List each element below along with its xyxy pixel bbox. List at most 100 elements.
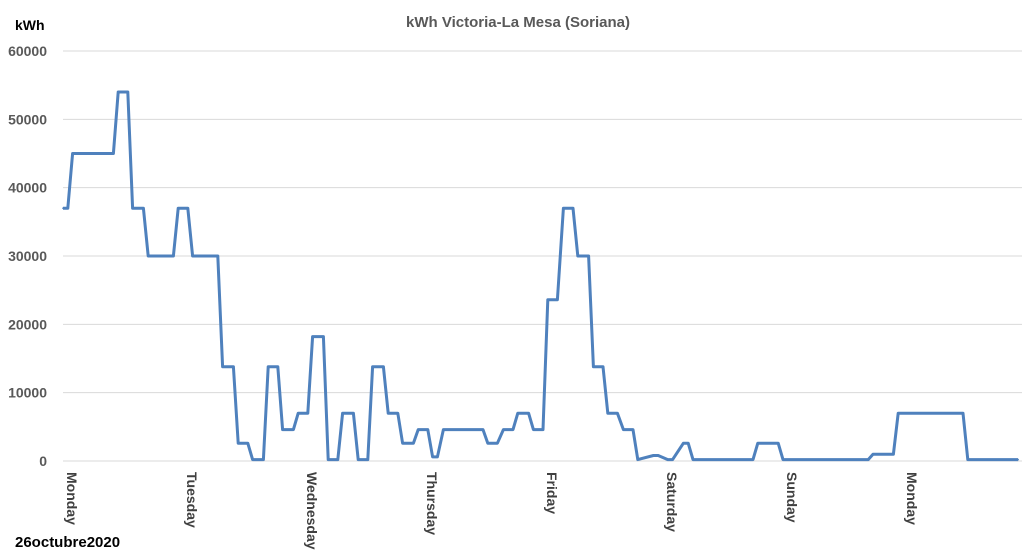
data-point bbox=[657, 454, 659, 457]
data-point bbox=[371, 365, 374, 368]
data-point bbox=[752, 458, 754, 461]
data-point bbox=[872, 453, 874, 456]
data-point bbox=[436, 456, 439, 458]
data-point bbox=[556, 298, 559, 301]
data-point bbox=[602, 365, 604, 368]
data-point bbox=[247, 442, 249, 445]
data-point bbox=[687, 442, 689, 445]
data-point bbox=[682, 442, 685, 445]
data-point bbox=[307, 412, 309, 415]
x-tick-label: Sunday bbox=[784, 472, 800, 523]
data-point bbox=[187, 207, 189, 209]
data-point bbox=[496, 442, 499, 445]
data-point bbox=[867, 458, 869, 461]
data-point bbox=[281, 428, 284, 431]
y-tick-label: 50000 bbox=[8, 111, 47, 127]
data-point bbox=[127, 91, 129, 93]
data-point bbox=[502, 428, 505, 431]
x-axis-ticks: Monday Tuesday Wednesday Thursday Friday Satu… bbox=[64, 472, 920, 550]
y-tick-label: 60000 bbox=[8, 43, 47, 59]
x-tick-label: Friday bbox=[544, 472, 560, 514]
data-point bbox=[251, 458, 254, 461]
data-point bbox=[777, 442, 779, 445]
y-tick-label: 20000 bbox=[8, 316, 47, 332]
data-point bbox=[352, 412, 355, 415]
x-tick-label: Monday bbox=[64, 472, 80, 525]
data-point bbox=[577, 255, 579, 257]
date-annotation: 26octubre2020 bbox=[15, 534, 120, 551]
data-point bbox=[327, 458, 330, 461]
data-point bbox=[277, 365, 279, 368]
y-axis-label: kWh bbox=[15, 17, 45, 33]
x-tick-label: Saturday bbox=[664, 472, 680, 532]
data-point bbox=[341, 412, 344, 415]
data-point bbox=[547, 298, 549, 301]
data-point bbox=[417, 428, 420, 431]
data-point bbox=[191, 255, 194, 257]
data-point bbox=[117, 91, 119, 93]
data-point bbox=[512, 428, 514, 431]
y-tick-label: 10000 bbox=[8, 385, 47, 401]
data-point bbox=[592, 365, 595, 368]
data-point bbox=[311, 335, 314, 338]
x-tick-label: Wednesday bbox=[304, 472, 320, 550]
data-point bbox=[387, 412, 390, 415]
x-tick-label: Tuesday bbox=[184, 472, 200, 528]
y-tick-label: 0 bbox=[39, 453, 47, 469]
data-point bbox=[1017, 458, 1019, 461]
data-point bbox=[412, 442, 415, 445]
data-point bbox=[221, 365, 224, 368]
data-point bbox=[482, 428, 484, 431]
series-line bbox=[63, 90, 1018, 462]
data-point bbox=[112, 152, 115, 155]
data-point bbox=[382, 365, 385, 368]
data-point bbox=[607, 412, 609, 415]
data-point bbox=[267, 365, 270, 368]
data-point bbox=[652, 454, 655, 457]
data-point bbox=[562, 207, 565, 209]
data-point bbox=[532, 428, 535, 431]
data-point bbox=[367, 458, 369, 461]
data-point bbox=[616, 412, 619, 415]
data-point bbox=[967, 458, 969, 461]
data-point bbox=[337, 458, 339, 461]
data-point bbox=[962, 412, 964, 415]
data-point bbox=[622, 428, 625, 431]
data-point bbox=[442, 428, 445, 431]
y-tick-label: 30000 bbox=[8, 248, 47, 264]
data-point bbox=[297, 412, 300, 415]
data-point bbox=[671, 458, 674, 461]
y-tick-label: 40000 bbox=[8, 180, 47, 196]
data-point bbox=[217, 255, 219, 257]
data-point bbox=[757, 442, 759, 445]
data-point bbox=[697, 458, 699, 461]
gridlines bbox=[63, 50, 1022, 394]
y-axis-ticks: 0 10000 20000 30000 40000 50000 60000 bbox=[8, 43, 47, 469]
data-point bbox=[667, 458, 669, 461]
data-point bbox=[897, 412, 899, 415]
data-point bbox=[131, 207, 134, 209]
data-point bbox=[147, 255, 149, 257]
data-point bbox=[67, 207, 69, 209]
data-point bbox=[172, 255, 175, 257]
data-point bbox=[1012, 458, 1015, 461]
data-point bbox=[892, 453, 895, 456]
data-point bbox=[397, 412, 399, 415]
data-point bbox=[987, 458, 989, 461]
data-point bbox=[71, 152, 74, 155]
data-point bbox=[262, 458, 265, 461]
data-point bbox=[322, 335, 325, 338]
data-point bbox=[357, 458, 360, 461]
chart-title: kWh Victoria-La Mesa (Soriana) bbox=[406, 14, 630, 31]
data-point bbox=[587, 255, 590, 257]
data-point bbox=[177, 207, 179, 209]
data-point bbox=[572, 207, 574, 209]
series-layer bbox=[62, 90, 1019, 462]
data-point bbox=[431, 456, 434, 458]
data-point bbox=[487, 442, 489, 445]
data-point bbox=[632, 428, 634, 431]
data-point bbox=[782, 458, 784, 461]
data-point bbox=[637, 458, 639, 461]
data-point bbox=[542, 428, 544, 431]
